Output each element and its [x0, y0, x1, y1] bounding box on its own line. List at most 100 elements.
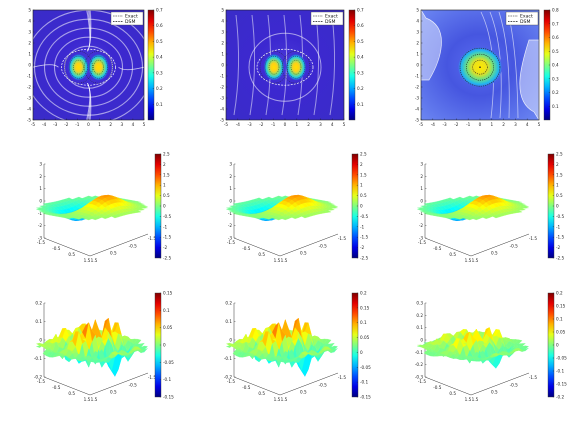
colorbar-tick-label: -0.1 — [163, 377, 172, 382]
colorbar-tick-label: 0.5 — [360, 193, 367, 198]
dsm-contour — [84, 50, 113, 84]
exact-contour-arc — [233, 14, 240, 116]
colorbar-tick-label: 0.3 — [357, 70, 364, 75]
y-tick-label: 0.5 — [300, 390, 307, 395]
surface-facet — [65, 355, 73, 360]
colorbar-tick-label: 0.7 — [357, 8, 364, 13]
dsm-contour — [281, 50, 311, 84]
y-tick-label: -1 — [27, 74, 32, 79]
colorbar-tick-label: 0.2 — [556, 291, 563, 296]
x-axis-line — [43, 376, 91, 396]
y-tick-label: -0.5 — [129, 382, 138, 387]
dsm-contour — [286, 55, 306, 79]
y-tick-label: 1 — [221, 52, 224, 57]
exact-contour-arc — [249, 14, 256, 116]
surface-mesh — [35, 317, 148, 377]
x-axis-line — [233, 376, 281, 396]
x-tick-label: -5 — [419, 122, 424, 127]
y-tick-label: 0.5 — [300, 251, 307, 256]
surface-facet — [255, 355, 263, 360]
colorbar-tick-label: 0.5 — [163, 193, 170, 198]
y-tick-label: 4 — [416, 19, 419, 24]
surface-panel: 0.30.20.10-0.1-0.2-0.3-1.5-0.50.51.5 1.50… — [415, 301, 538, 403]
colorbar: 0.2 0.15 0.1 0.05 0 -0.05 -0.1 -0.15 — [351, 291, 371, 400]
y-tick-label: -0.5 — [510, 243, 519, 248]
z-tick-label: -1 — [228, 211, 233, 216]
y-tick-label: -1.5 — [148, 236, 157, 241]
z-tick-label: -0.2 — [224, 375, 233, 380]
z-tick-label: 0 — [420, 199, 423, 204]
colorbar-tick-label: -2.5 — [163, 256, 172, 261]
left-lobe — [264, 54, 284, 81]
y-tick-label: 4 — [221, 19, 224, 24]
colorbar-tick-label: -0.15 — [556, 382, 567, 387]
y-tick-label: 5 — [28, 8, 31, 13]
x-tick-label: 1.5 — [465, 397, 472, 402]
x-tick-label: -3 — [53, 122, 58, 127]
x-tick-label: 2 — [109, 122, 112, 127]
y-tick-label: -5 — [27, 118, 32, 123]
colorbar-tick-label: 0.5 — [556, 193, 563, 198]
x-tick-label: -4 — [42, 122, 47, 127]
x-tick-label: -0.5 — [433, 246, 442, 251]
colorbar-tick-label: 1.5 — [556, 172, 563, 177]
x-tick-label: 1 — [295, 122, 298, 127]
y-tick-label: -4 — [415, 107, 420, 112]
x-tick-label: 5 — [343, 122, 346, 127]
colorbar-gradient — [348, 9, 356, 121]
colorbar-tick-label: 0.5 — [552, 49, 559, 54]
exact-contour-branch — [118, 66, 144, 71]
z-tick-label: -0.2 — [34, 375, 43, 380]
colorbar-tick-label: -0.5 — [360, 214, 369, 219]
colorbar: 0.15 0.1 0.05 0 -0.05 -0.1 -0.15 — [154, 291, 174, 400]
x-tick-label: -0.5 — [52, 385, 61, 390]
right-lobe — [88, 54, 109, 81]
x-tick-label: 0.5 — [258, 391, 265, 396]
x-tick-label: 1.5 — [274, 397, 281, 402]
x-tick-label: -1.5 — [227, 240, 236, 245]
colorbar-tick-label: 0.6 — [156, 23, 163, 28]
legend-frame — [110, 11, 144, 26]
y-tick-label: -1 — [415, 74, 420, 79]
x-tick-label: -3 — [443, 122, 448, 127]
colorbar-tick-label: -1.5 — [556, 235, 565, 240]
surface-facet — [482, 215, 490, 219]
y-tick-label: 3 — [221, 30, 224, 35]
x-tick-label: 4 — [331, 122, 334, 127]
exact-contour-ring — [43, 27, 134, 107]
z-tick-label: -2 — [419, 223, 424, 228]
surface-facet — [75, 357, 83, 361]
x-tick-label: -0.5 — [242, 385, 251, 390]
x-tick-label: -1.5 — [418, 240, 427, 245]
colorbar-tick-label: 2 — [163, 162, 166, 167]
colorbar-tick-label: 0.5 — [156, 39, 163, 44]
colorbar-tick-label: 0.2 — [156, 86, 163, 91]
z-tick-label: -0.1 — [415, 350, 424, 355]
colorbar-tick-label: -0.5 — [556, 214, 565, 219]
y-tick-label: -0.5 — [319, 382, 328, 387]
surface-facet — [456, 216, 464, 220]
colorbar-tick-label: 0.15 — [163, 291, 173, 296]
surface-facet — [275, 359, 283, 362]
z-tick-label: 0.3 — [416, 301, 423, 306]
x-tick-label: -1 — [75, 122, 80, 127]
colorbar-tick-label: 0.7 — [156, 8, 163, 13]
colorbar-tick-label: 2.5 — [556, 152, 563, 157]
x-tick-label: -1.5 — [37, 379, 46, 384]
surface-facet — [91, 360, 99, 363]
dsm-contour — [264, 55, 284, 79]
x-tick-label: 2 — [307, 122, 310, 127]
surface-facet — [65, 216, 73, 219]
y-axis-line — [89, 372, 149, 396]
colorbar-tick-label: -1.5 — [360, 235, 369, 240]
x-tick-label: 5 — [538, 122, 541, 127]
y-tick-label: -1.5 — [529, 236, 538, 241]
z-tick-label: -0.2 — [415, 362, 424, 367]
colorbar: 0.2 0.15 0.1 0.05 0 -0.05 -0.1 -0.15 -0.2 — [547, 291, 567, 400]
colorbar-tick-label: 0 — [163, 343, 166, 348]
x-tick-label: -5 — [224, 122, 229, 127]
colorbar-tick-label: -0.15 — [163, 395, 174, 400]
dsm-contour — [259, 50, 289, 84]
